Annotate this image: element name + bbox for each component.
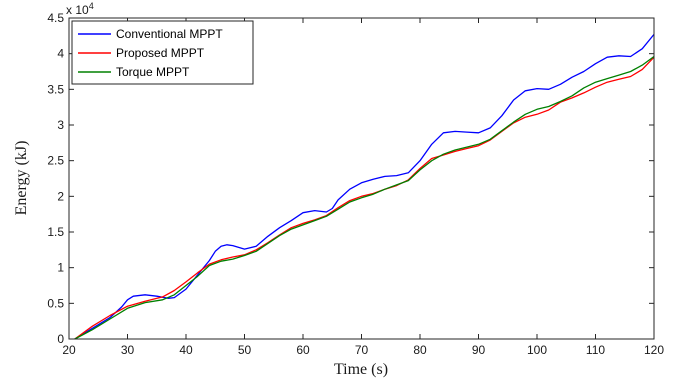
series-layer	[74, 33, 655, 340]
legend: Conventional MPPT Proposed MPPT Torque MPP…	[71, 20, 254, 85]
y-exponent-power: 4	[89, 1, 94, 11]
series-line-2	[74, 55, 655, 340]
legend-label-2: Torque MPPT	[116, 65, 190, 79]
y-axis-label: Energy (kJ)	[13, 141, 30, 216]
y-tick-label: 0.5	[47, 296, 64, 310]
x-tick-label: 110	[586, 343, 605, 357]
legend-label-1: Proposed MPPT	[116, 46, 205, 60]
x-tick-label: 70	[355, 343, 369, 357]
x-tick-label: 50	[238, 343, 252, 357]
y-tick-label: 1.5	[47, 225, 64, 239]
x-tick-label: 40	[179, 343, 193, 357]
y-tick-label: 1	[57, 261, 64, 275]
y-tick-label: 3	[57, 118, 64, 132]
x-tick-label: 60	[296, 343, 310, 357]
x-tick-label: 120	[644, 343, 664, 357]
y-tick-labels: 0 0.5 1 1.5 2 2.5 3 3.5 4 4.5	[47, 11, 64, 346]
legend-items: Conventional MPPT Proposed MPPT Torque MPP…	[78, 27, 223, 79]
y-tick-label: 2	[57, 189, 64, 203]
y-tick-label: 0	[57, 332, 64, 346]
x-tick-label: 100	[527, 343, 547, 357]
x-tick-label: 20	[62, 343, 76, 357]
y-exponent-base: x 10	[66, 3, 89, 17]
x-tick-label: 80	[413, 343, 427, 357]
y-tick-label: 3.5	[47, 82, 64, 96]
x-axis-label: Time (s)	[334, 361, 388, 378]
x-tick-label: 30	[121, 343, 135, 357]
legend-label-0: Conventional MPPT	[116, 27, 223, 41]
x-tick-label: 90	[472, 343, 486, 357]
y-tick-label: 2.5	[47, 154, 64, 168]
y-exponent-label: x 104	[66, 1, 94, 17]
y-tick-label: 4.5	[47, 11, 64, 25]
x-tick-labels: 20 30 40 50 60 70 80 90 100 110 120	[62, 343, 664, 357]
series-line-0	[74, 33, 655, 340]
y-tick-label: 4	[57, 47, 64, 61]
